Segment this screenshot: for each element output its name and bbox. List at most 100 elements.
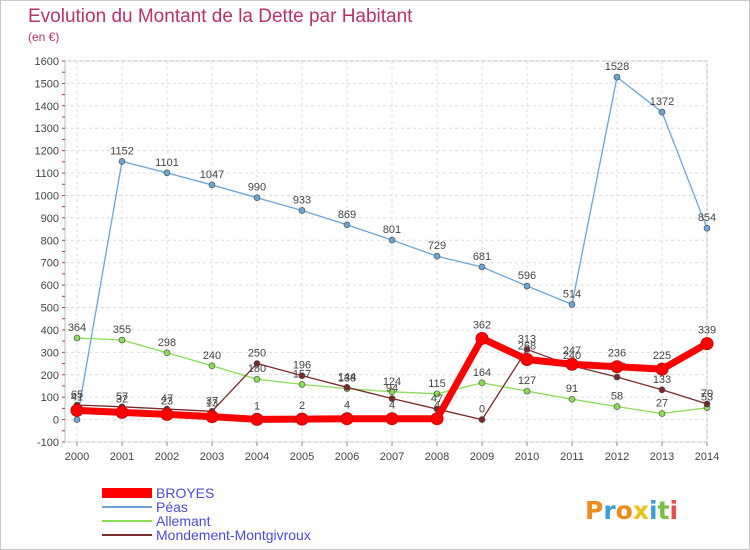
y-tick-label: -100: [37, 437, 59, 449]
plot-area: [64, 60, 708, 443]
y-tick-label: 1100: [35, 168, 59, 180]
data-point: [208, 181, 216, 189]
x-tick-label: 2011: [560, 451, 584, 463]
x-tick-label: 2006: [335, 451, 359, 463]
data-point: [118, 158, 126, 165]
data-label: 196: [293, 360, 311, 372]
data-point: [253, 375, 261, 383]
data-point: [613, 73, 621, 81]
data-point: [163, 349, 171, 357]
y-tick-label: 700: [41, 258, 59, 270]
y-tick-label: 100: [41, 392, 59, 404]
data-label: 13: [206, 398, 218, 410]
data-label: 596: [518, 270, 536, 282]
data-label: 268: [518, 341, 536, 353]
data-point: [253, 194, 261, 202]
data-label: 250: [248, 348, 266, 360]
data-point: [658, 108, 666, 116]
data-label: 247: [563, 345, 581, 357]
x-tick-label: 2004: [245, 451, 269, 463]
legend-label: BROYES: [156, 485, 214, 501]
data-label: 339: [698, 325, 716, 337]
x-tick-label: 2009: [470, 451, 494, 463]
data-label: 362: [473, 319, 491, 331]
data-point: [118, 336, 126, 344]
data-point: [565, 357, 579, 371]
data-point: [160, 407, 174, 421]
x-tick-label: 2007: [380, 451, 404, 463]
data-point: [568, 301, 576, 308]
data-point: [388, 388, 396, 396]
data-point: [613, 403, 621, 410]
data-label: 180: [248, 363, 266, 375]
data-label: 164: [473, 367, 491, 379]
x-tick-label: 2003: [200, 451, 224, 463]
y-tick-label: 1500: [35, 78, 59, 90]
data-label: 91: [566, 383, 578, 395]
x-tick-label: 2013: [650, 451, 674, 463]
data-label: 4: [434, 400, 440, 412]
data-point: [613, 373, 621, 381]
y-tick-label: 1000: [35, 190, 59, 202]
x-tick-label: 2012: [605, 451, 629, 463]
data-point: [520, 353, 534, 367]
data-point: [475, 331, 489, 345]
data-label: 23: [161, 395, 173, 407]
data-label: 27: [656, 398, 668, 410]
y-tick-label: 600: [41, 280, 59, 292]
data-label: 94: [386, 383, 398, 395]
data-label: 133: [653, 374, 671, 386]
data-label: 124: [383, 376, 401, 388]
x-tick-label: 2005: [290, 451, 314, 463]
data-point: [70, 403, 84, 417]
data-point: [523, 346, 531, 353]
data-point: [73, 416, 81, 423]
data-label: 1372: [650, 96, 674, 108]
data-label: 41: [71, 391, 83, 403]
data-label: 70: [701, 388, 713, 400]
data-label: 801: [383, 224, 401, 236]
x-tick-label: 2010: [515, 451, 539, 463]
data-label: 364: [68, 322, 86, 334]
data-point: [523, 282, 531, 290]
data-point: [340, 412, 354, 426]
data-label: 1528: [605, 61, 629, 73]
data-label: 240: [563, 350, 581, 362]
data-label: 32: [116, 393, 128, 405]
data-point: [343, 221, 351, 229]
data-label: 933: [293, 194, 311, 206]
data-point: [115, 405, 129, 419]
data-point: [478, 416, 486, 423]
data-point: [385, 412, 399, 426]
x-tick-label: 2000: [65, 451, 89, 463]
data-label: 0: [479, 404, 485, 416]
data-label: 65: [71, 389, 83, 401]
data-point: [700, 337, 714, 351]
x-tick-label: 2008: [425, 451, 449, 463]
data-point: [658, 386, 666, 394]
data-label: 47: [161, 393, 173, 405]
proxiti-logo: Proxiti: [585, 496, 678, 525]
data-label: 47: [431, 393, 443, 405]
x-tick-label: 2001: [110, 451, 134, 463]
data-label: 236: [608, 348, 626, 360]
legend-label: Mondement-Montgivroux: [156, 527, 311, 543]
data-point: [298, 381, 306, 388]
data-label: 313: [518, 333, 536, 345]
y-tick-label: 1400: [35, 101, 59, 113]
data-label: 355: [113, 324, 131, 336]
data-point: [523, 387, 531, 395]
y-tick-label: 300: [41, 347, 59, 359]
y-tick-label: 800: [41, 235, 59, 247]
data-label: 127: [518, 375, 536, 387]
legend-label: Allemant: [156, 513, 211, 529]
data-label: 1: [254, 400, 260, 412]
data-label: 138: [338, 373, 356, 385]
data-point: [658, 410, 666, 417]
data-point: [568, 395, 576, 403]
data-label: 240: [203, 350, 221, 362]
data-label: 57: [116, 391, 128, 403]
data-label: 58: [611, 391, 623, 403]
data-label: 514: [563, 288, 581, 300]
